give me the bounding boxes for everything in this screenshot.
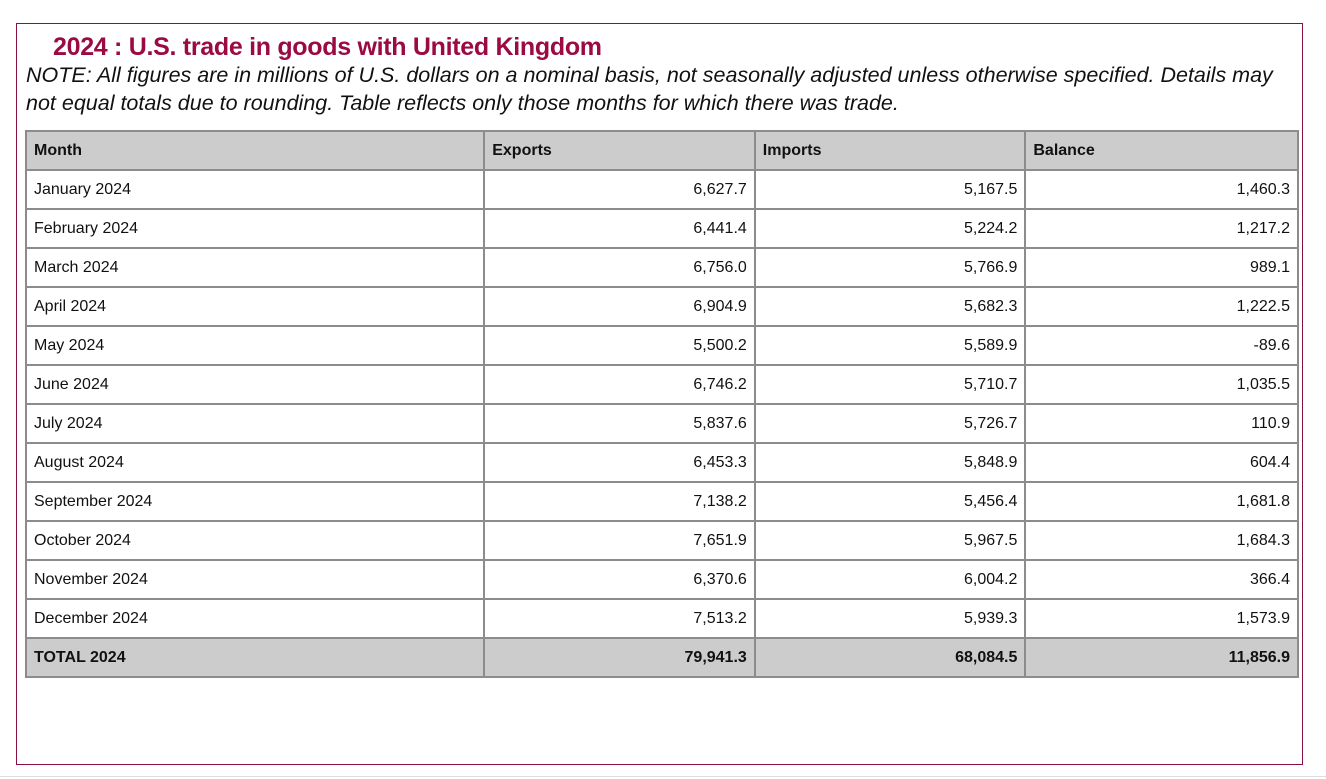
table-row: September 2024 7,138.2 5,456.4 1,681.8: [24, 481, 1299, 522]
cell-balance: 989.1: [1024, 247, 1299, 288]
cell-month: October 2024: [24, 520, 486, 561]
cell-balance: 110.9: [1024, 403, 1299, 444]
cell-balance: 1,681.8: [1024, 481, 1299, 522]
cell-balance: 1,222.5: [1024, 286, 1299, 327]
table-row: May 2024 5,500.2 5,589.9 -89.6: [24, 325, 1299, 366]
table-header-row: Month Exports Imports Balance: [24, 130, 1299, 171]
cell-exports: 6,627.7: [483, 169, 756, 210]
cell-exports: 5,837.6: [483, 403, 756, 444]
cell-balance: 11,856.9: [1024, 637, 1299, 678]
cell-imports: 5,939.3: [753, 598, 1027, 639]
cell-exports: 6,746.2: [483, 364, 756, 405]
table-row: March 2024 6,756.0 5,766.9 989.1: [24, 247, 1299, 288]
cell-month: March 2024: [24, 247, 486, 288]
table-row: April 2024 6,904.9 5,682.3 1,222.5: [24, 286, 1299, 327]
cell-month: June 2024: [24, 364, 486, 405]
table-row: October 2024 7,651.9 5,967.5 1,684.3: [24, 520, 1299, 561]
cell-exports: 7,513.2: [483, 598, 756, 639]
cell-month: February 2024: [24, 208, 486, 249]
cell-imports: 5,224.2: [753, 208, 1027, 249]
cell-imports: 5,589.9: [753, 325, 1027, 366]
cell-exports: 6,453.3: [483, 442, 756, 483]
trade-table: Month Exports Imports Balance January 20…: [24, 130, 1299, 678]
cell-imports: 6,004.2: [753, 559, 1027, 600]
cell-month: January 2024: [24, 169, 486, 210]
cell-balance: 604.4: [1024, 442, 1299, 483]
cell-exports: 7,138.2: [483, 481, 756, 522]
page-title: 2024 : U.S. trade in goods with United K…: [47, 33, 608, 62]
cell-balance: 1,460.3: [1024, 169, 1299, 210]
cell-imports: 5,682.3: [753, 286, 1027, 327]
table-row: July 2024 5,837.6 5,726.7 110.9: [24, 403, 1299, 444]
cell-imports: 5,167.5: [753, 169, 1027, 210]
cell-month: July 2024: [24, 403, 486, 444]
cell-exports: 6,370.6: [483, 559, 756, 600]
header-month: Month: [24, 130, 486, 171]
cell-month: TOTAL 2024: [24, 637, 486, 678]
cell-imports: 5,848.9: [753, 442, 1027, 483]
table-row: June 2024 6,746.2 5,710.7 1,035.5: [24, 364, 1299, 405]
table-row: August 2024 6,453.3 5,848.9 604.4: [24, 442, 1299, 483]
cell-month: April 2024: [24, 286, 486, 327]
cell-month: May 2024: [24, 325, 486, 366]
cell-balance: 1,684.3: [1024, 520, 1299, 561]
cell-balance: -89.6: [1024, 325, 1299, 366]
cell-month: November 2024: [24, 559, 486, 600]
cell-imports: 5,710.7: [753, 364, 1027, 405]
cell-imports: 5,726.7: [753, 403, 1027, 444]
cell-exports: 6,756.0: [483, 247, 756, 288]
table-row: January 2024 6,627.7 5,167.5 1,460.3: [24, 169, 1299, 210]
cell-exports: 6,441.4: [483, 208, 756, 249]
header-imports: Imports: [753, 130, 1027, 171]
cell-exports: 79,941.3: [483, 637, 756, 678]
trade-fieldset: 2024 : U.S. trade in goods with United K…: [16, 23, 1303, 765]
cell-imports: 5,967.5: [753, 520, 1027, 561]
header-exports: Exports: [483, 130, 756, 171]
cell-imports: 5,456.4: [753, 481, 1027, 522]
divider: [0, 776, 1326, 777]
table-row: February 2024 6,441.4 5,224.2 1,217.2: [24, 208, 1299, 249]
cell-balance: 1,035.5: [1024, 364, 1299, 405]
cell-imports: 5,766.9: [753, 247, 1027, 288]
note-text: NOTE: All figures are in millions of U.S…: [26, 63, 1273, 115]
cell-balance: 1,573.9: [1024, 598, 1299, 639]
cell-exports: 5,500.2: [483, 325, 756, 366]
cell-month: September 2024: [24, 481, 486, 522]
table-row: December 2024 7,513.2 5,939.3 1,573.9: [24, 598, 1299, 639]
cell-month: December 2024: [24, 598, 486, 639]
cell-balance: 366.4: [1024, 559, 1299, 600]
table-row: November 2024 6,370.6 6,004.2 366.4: [24, 559, 1299, 600]
cell-exports: 7,651.9: [483, 520, 756, 561]
cell-imports: 68,084.5: [753, 637, 1027, 678]
total-row: TOTAL 2024 79,941.3 68,084.5 11,856.9: [24, 637, 1299, 678]
cell-exports: 6,904.9: [483, 286, 756, 327]
cell-balance: 1,217.2: [1024, 208, 1299, 249]
cell-month: August 2024: [24, 442, 486, 483]
header-balance: Balance: [1024, 130, 1299, 171]
